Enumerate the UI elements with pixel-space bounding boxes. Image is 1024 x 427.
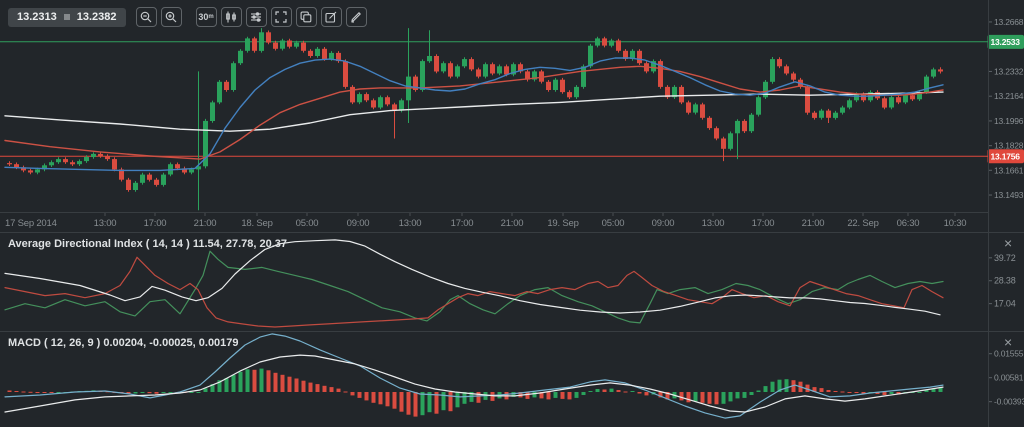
adx-panel-title: Average Directional Index ( 14, 14 ) 11.…	[8, 238, 288, 250]
draw-button[interactable]	[345, 7, 367, 27]
svg-text:39.72: 39.72	[994, 253, 1016, 263]
timeframe-label: 30	[198, 11, 209, 22]
svg-text:13.1661: 13.1661	[994, 165, 1024, 175]
svg-text:-0.00393: -0.00393	[994, 397, 1024, 407]
svg-text:13.2533: 13.2533	[991, 37, 1021, 47]
svg-text:13.2332: 13.2332	[994, 66, 1024, 76]
svg-text:05:00: 05:00	[602, 218, 625, 229]
edit-button[interactable]	[320, 7, 342, 27]
svg-text:19. Sep: 19. Sep	[547, 218, 578, 229]
time-axis: 17 Sep 2014 13:00 17:00 21:00 18. Sep 05:00 09…	[5, 213, 967, 229]
svg-text:13:00: 13:00	[702, 218, 725, 229]
svg-text:17:00: 17:00	[752, 218, 775, 229]
indicators-button[interactable]	[245, 7, 267, 27]
svg-text:13.1493: 13.1493	[994, 190, 1024, 200]
timeframe-button[interactable]: 30 m	[195, 7, 217, 27]
bid-price: 13.2313	[17, 11, 57, 23]
svg-text:09:00: 09:00	[347, 218, 370, 229]
chart-toolbar: 13.2313 13.2382 30 m	[8, 7, 367, 27]
timeframe-unit: m	[208, 14, 214, 20]
macd-lines: 0.01555 0.00581 -0.00393	[4, 333, 1024, 419]
candlestick-chart-icon	[226, 11, 236, 23]
ask-price: 13.2382	[76, 11, 117, 23]
svg-text:0.00581: 0.00581	[994, 373, 1024, 383]
svg-text:21:00: 21:00	[194, 218, 217, 229]
price-level-lines	[0, 41, 988, 157]
adx-close-button[interactable]: ×	[1004, 235, 1013, 251]
svg-text:13:00: 13:00	[399, 218, 422, 229]
svg-text:13:00: 13:00	[94, 218, 117, 229]
adx-plot: 39.72 28.38 17.04	[4, 239, 1016, 328]
fullscreen-button[interactable]	[270, 7, 292, 27]
svg-text:21:00: 21:00	[802, 218, 825, 229]
price-axis: 13.2668 13.2332 13.2164 13.1996 13.1828 13.16…	[987, 17, 1024, 200]
svg-text:09:00: 09:00	[652, 218, 675, 229]
quote-separator-icon	[63, 14, 70, 20]
svg-text:17.04: 17.04	[994, 299, 1016, 309]
svg-text:13.1828: 13.1828	[994, 141, 1024, 151]
chart-type-button[interactable]	[220, 7, 242, 27]
svg-text:10:30: 10:30	[944, 218, 967, 229]
copy-icon	[300, 11, 312, 23]
svg-text:21:00: 21:00	[501, 218, 524, 229]
zoom-in-icon	[165, 11, 177, 23]
sliders-icon	[251, 12, 262, 22]
pen-icon	[351, 12, 362, 23]
candlestick-series	[7, 28, 943, 211]
svg-text:13.2668: 13.2668	[994, 17, 1024, 27]
macd-histogram	[7, 368, 943, 417]
edit-box-icon	[325, 11, 337, 23]
svg-text:0.01555: 0.01555	[994, 349, 1024, 359]
svg-text:13.1996: 13.1996	[994, 116, 1024, 126]
svg-text:22. Sep: 22. Sep	[847, 218, 878, 229]
macd-panel-title: MACD ( 12, 26, 9 ) 0.00204, -0.00025, 0.…	[8, 337, 239, 349]
moving-average-lines	[4, 57, 944, 172]
duplicate-button[interactable]	[295, 7, 317, 27]
fullscreen-icon	[275, 11, 287, 23]
svg-text:28.38: 28.38	[994, 276, 1016, 286]
svg-text:06:30: 06:30	[897, 218, 920, 229]
zoom-out-button[interactable]	[135, 7, 157, 27]
svg-text:18. Sep: 18. Sep	[241, 218, 272, 229]
svg-text:17:00: 17:00	[451, 218, 474, 229]
quote-box: 13.2313 13.2382	[8, 7, 126, 27]
svg-text:05:00: 05:00	[296, 218, 319, 229]
zoom-in-button[interactable]	[160, 7, 182, 27]
macd-close-button[interactable]: ×	[1004, 334, 1013, 350]
svg-text:17 Sep 2014: 17 Sep 2014	[5, 218, 57, 229]
svg-text:13.2164: 13.2164	[994, 91, 1024, 101]
svg-text:13.1756: 13.1756	[991, 151, 1021, 161]
zoom-out-icon	[140, 11, 152, 23]
svg-text:17:00: 17:00	[144, 218, 167, 229]
